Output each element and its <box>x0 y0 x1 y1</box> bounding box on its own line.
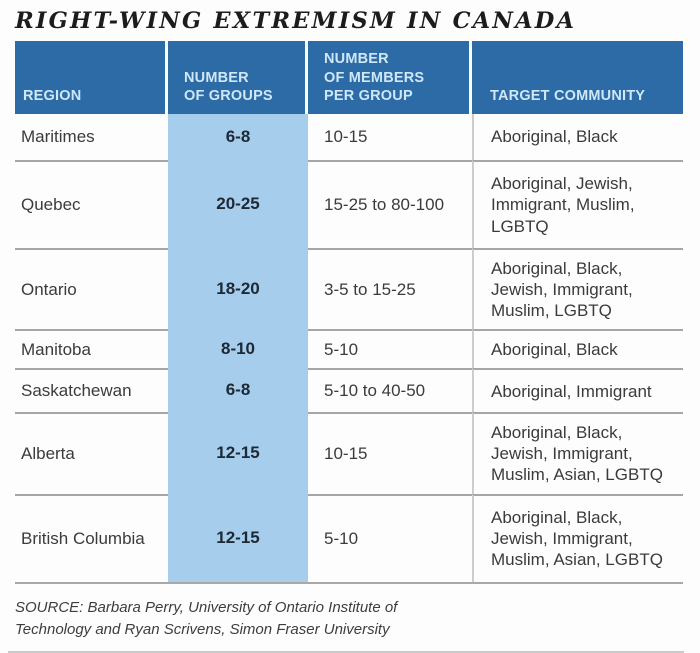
table-row-saskatchewan: Saskatchewan 6-8 5-10 to 40-50 Aborigina… <box>15 368 683 413</box>
targets-cell: Aboriginal, Immigrant <box>472 368 683 413</box>
table-row-quebec: Quebec 20-25 15-25 to 80-100 Aboriginal,… <box>15 160 683 248</box>
header-cell-targets: TARGET COMMUNITY <box>472 41 683 114</box>
targets-cell: Aboriginal, Black <box>472 114 683 160</box>
page-title: RIGHT-WING EXTREMISM IN CANADA <box>15 8 577 34</box>
groups-cell: 20-25 <box>168 160 308 248</box>
groups-cell: 8-10 <box>168 329 308 369</box>
table-row-alberta: Alberta 12-15 10-15 Aboriginal, Black, J… <box>15 412 683 494</box>
region-cell: Manitoba <box>15 329 168 368</box>
members-cell: 10-15 <box>324 127 368 146</box>
members-cell: 10-15 <box>308 412 472 493</box>
groups-cell: 6-8 <box>168 368 308 413</box>
targets-cell: Aboriginal, Black, Jewish, Immigrant, Mu… <box>472 248 683 330</box>
header-cell-groups: NUMBER OF GROUPS <box>168 41 308 114</box>
region-cell: Ontario <box>15 248 168 329</box>
targets-cell: Aboriginal, Jewish, Immigrant, Muslim, L… <box>472 160 683 248</box>
region-cell: Quebec <box>15 160 168 248</box>
groups-cell: 12-15 <box>168 493 308 582</box>
table-header: REGION NUMBER OF GROUPS NUMBER OF MEMBER… <box>15 41 683 114</box>
header-cell-members: NUMBER OF MEMBERS PER GROUP <box>308 41 472 114</box>
header-cell-region: REGION <box>15 41 168 114</box>
members-cell: 3-5 to 15-25 <box>308 248 472 329</box>
members-cell: 15-25 to 80-100 <box>308 160 472 248</box>
members-cell: 5-10 <box>308 493 472 582</box>
table-row-maritimes: Maritimes 6-8 10-15 Aboriginal, Black <box>15 114 683 160</box>
region-cell: Alberta <box>15 412 168 493</box>
members-cell: 5-10 <box>308 329 472 368</box>
groups-cell: 12-15 <box>168 412 308 494</box>
table-row-british-columbia: British Columbia 12-15 5-10 Aboriginal, … <box>15 493 683 582</box>
region-cell: Saskatchewan <box>15 368 168 412</box>
source-attribution: SOURCE: Barbara Perry, University of Ont… <box>15 598 398 639</box>
table-row-ontario: Ontario 18-20 3-5 to 15-25 Aboriginal, B… <box>15 248 683 330</box>
table-row-manitoba: Manitoba 8-10 5-10 Aboriginal, Black <box>15 329 683 369</box>
groups-cell: 6-8 <box>168 114 308 160</box>
members-cell: 5-10 to 40-50 <box>308 368 472 412</box>
region-cell: Maritimes <box>21 127 95 146</box>
extremism-table: REGION NUMBER OF GROUPS NUMBER OF MEMBER… <box>15 41 683 584</box>
targets-cell: Aboriginal, Black <box>472 329 683 369</box>
bottom-divider <box>8 650 684 653</box>
groups-cell: 18-20 <box>168 248 308 330</box>
targets-cell: Aboriginal, Black, Jewish, Immigrant, Mu… <box>472 412 683 494</box>
region-cell: British Columbia <box>15 493 168 582</box>
targets-cell: Aboriginal, Black, Jewish, Immigrant, Mu… <box>472 493 683 582</box>
